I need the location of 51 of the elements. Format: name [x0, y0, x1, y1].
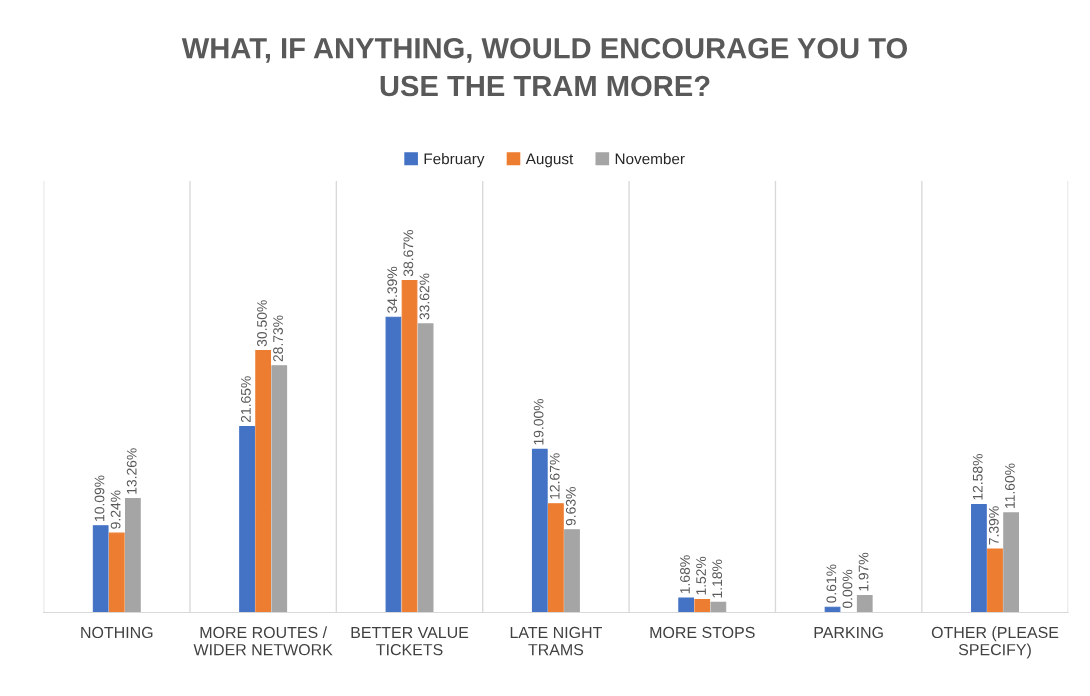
bar	[255, 350, 272, 613]
data-label: 28.73%	[273, 315, 283, 362]
bar	[678, 597, 695, 613]
bar	[271, 365, 288, 613]
x-tick-label: LATE NIGHT TRAMS	[510, 626, 602, 656]
data-label: 9.24%	[110, 490, 121, 529]
data-label: 33.62%	[419, 273, 430, 320]
data-label: 1.52%	[696, 556, 706, 595]
data-label: 21.65%	[240, 376, 251, 423]
data-label: 1.97%	[858, 552, 869, 591]
bar	[108, 532, 125, 613]
data-label: 12.58%	[972, 454, 983, 500]
data-label: 1.18%	[712, 559, 723, 598]
data-label: 30.50%	[257, 300, 267, 347]
bar	[564, 529, 580, 613]
data-label: 19.00%	[533, 398, 544, 445]
data-label: 12.67%	[549, 453, 560, 499]
x-tick-label: NOTHING	[81, 626, 153, 639]
bar	[971, 503, 987, 613]
bar	[417, 323, 434, 613]
bar	[710, 601, 727, 613]
bar	[987, 548, 1003, 613]
x-tick-label: MORE STOPS	[650, 626, 755, 639]
bar	[548, 503, 564, 613]
bar	[385, 316, 402, 613]
x-tick-label: PARKING	[814, 626, 883, 639]
data-label: 10.09%	[94, 475, 105, 521]
data-label: 1.68%	[680, 555, 690, 594]
chart-title: WHAT, IF ANYTHING, WOULD ENCOURAGE YOU TO USE THE TRAM MORE?	[181, 37, 908, 97]
bar	[1003, 512, 1019, 613]
bar	[694, 598, 711, 613]
x-tick-label: OTHER (PLEASE SPECIFY)	[931, 626, 1059, 659]
legend-label: February	[424, 153, 485, 168]
bar	[531, 448, 548, 613]
x-tick-label: MORE ROUTES / WIDER NETWORK	[193, 626, 333, 656]
legend-label: August	[525, 153, 574, 168]
data-label: 9.63%	[565, 487, 576, 526]
bar	[401, 279, 418, 613]
legend-label: November	[615, 153, 685, 165]
data-label: 11.60%	[1005, 463, 1015, 508]
data-label: 7.39%	[988, 506, 999, 545]
data-label: 0.00%	[842, 569, 853, 609]
bar	[92, 525, 109, 613]
bar	[125, 498, 141, 613]
data-label: 0.61%	[826, 564, 837, 603]
bar	[856, 595, 873, 613]
data-label: 13.26%	[126, 448, 137, 494]
data-label: 38.67%	[403, 230, 414, 277]
x-tick-label: BETTER VALUE TICKETS	[351, 626, 469, 656]
data-label: 34.39%	[387, 266, 398, 313]
bar	[239, 426, 255, 613]
